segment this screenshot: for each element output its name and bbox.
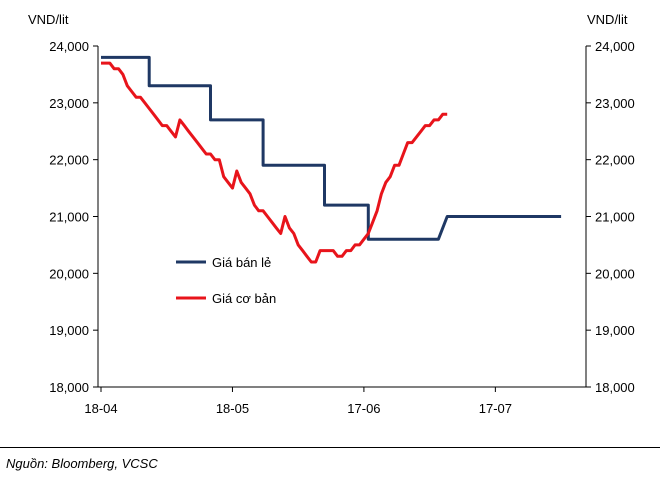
y-axis-label-left: VND/lit [28,12,69,27]
x-tick-label: 18-05 [216,401,249,416]
y-tick-label-right: 22,000 [595,153,635,168]
fuel-price-chart: 24,000 24,000 23,000 23,000 22,000 22,000 21,0… [28,12,635,416]
y-tick-label-left: 19,000 [49,323,89,338]
y-tick-label-right: 20,000 [595,266,635,281]
y-tick-label-left: 24,000 [49,39,89,54]
y-tick-label-right: 19,000 [595,323,635,338]
series-lines [101,55,562,264]
legend: Giá bán lẻ Giá cơ bản [176,255,276,306]
y-tick-label-left: 21,000 [49,210,89,225]
legend-label-base-price: Giá cơ bản [212,291,276,306]
y-tick-label-left: 20,000 [49,266,89,281]
footer-divider [0,447,660,448]
y-tick-label-left: 23,000 [49,96,89,111]
y-tick-label-right: 23,000 [595,96,635,111]
y-tick-label-right: 24,000 [595,39,635,54]
series-line-retail-price [101,55,562,241]
legend-label-retail-price: Giá bán lẻ [212,255,271,270]
y-tick-label-right: 21,000 [595,210,635,225]
source-note: Nguồn: Bloomberg, VCSC [6,456,158,471]
axes: 24,000 24,000 23,000 23,000 22,000 22,000 21,0… [28,12,635,416]
x-tick-label: 17-06 [347,401,380,416]
series-line-base-price [101,61,448,264]
x-tick-label: 18-04 [84,401,117,416]
y-tick-label-left: 22,000 [49,153,89,168]
y-axis-label-right: VND/lit [587,12,628,27]
x-tick-label: 17-07 [479,401,512,416]
y-tick-label-left: 18,000 [49,380,89,395]
y-tick-label-right: 18,000 [595,380,635,395]
